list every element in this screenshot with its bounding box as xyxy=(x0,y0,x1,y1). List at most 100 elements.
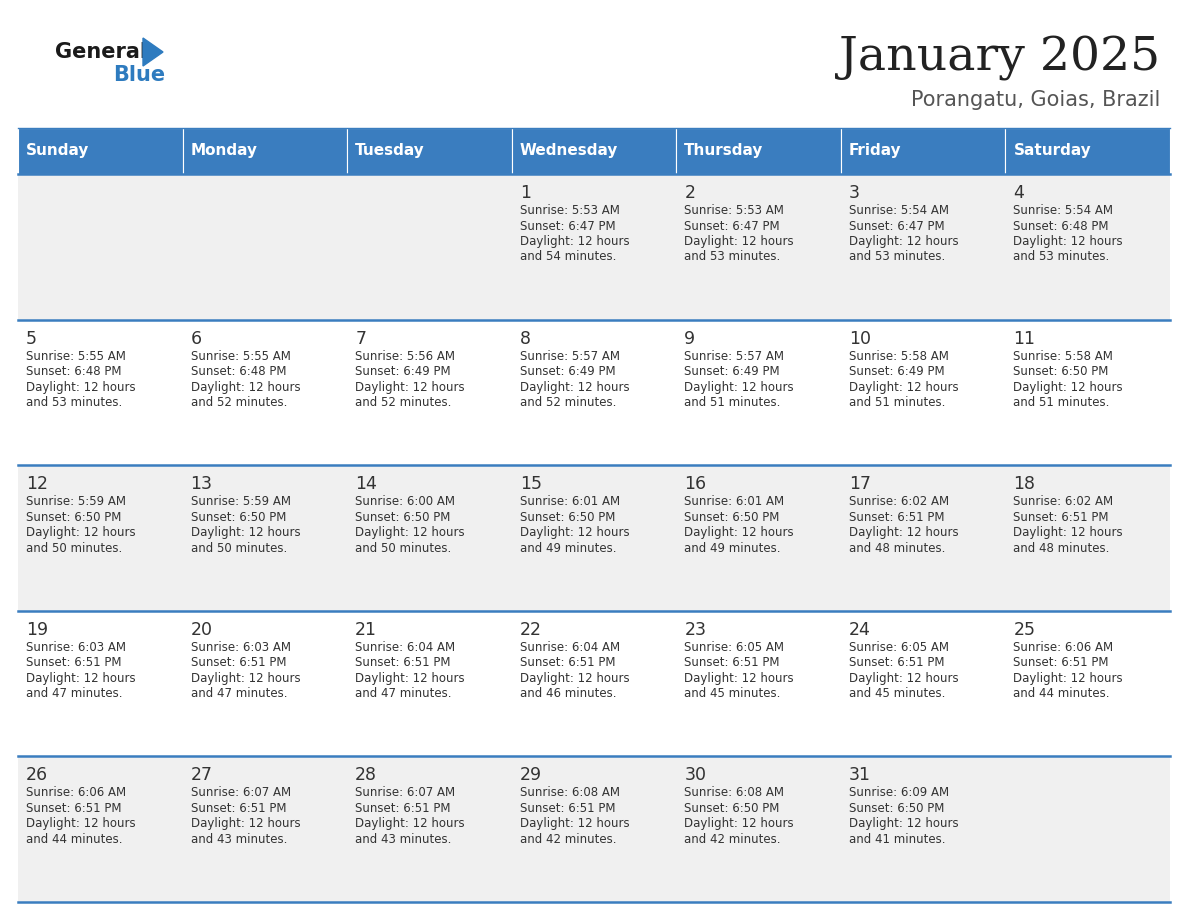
Text: Sunrise: 6:01 AM: Sunrise: 6:01 AM xyxy=(684,495,784,509)
Text: Daylight: 12 hours: Daylight: 12 hours xyxy=(684,672,794,685)
Text: 7: 7 xyxy=(355,330,366,348)
Text: Daylight: 12 hours: Daylight: 12 hours xyxy=(355,672,465,685)
Text: and 46 minutes.: and 46 minutes. xyxy=(519,688,617,700)
Text: Daylight: 12 hours: Daylight: 12 hours xyxy=(849,526,959,539)
Text: Daylight: 12 hours: Daylight: 12 hours xyxy=(1013,381,1123,394)
Text: 29: 29 xyxy=(519,767,542,784)
Bar xyxy=(347,610,512,756)
Text: and 47 minutes.: and 47 minutes. xyxy=(26,688,122,700)
Text: Sunset: 6:49 PM: Sunset: 6:49 PM xyxy=(519,365,615,378)
Text: Sunrise: 6:07 AM: Sunrise: 6:07 AM xyxy=(190,787,291,800)
Text: and 52 minutes.: and 52 minutes. xyxy=(355,396,451,409)
Bar xyxy=(676,610,841,756)
Text: Daylight: 12 hours: Daylight: 12 hours xyxy=(355,381,465,394)
Bar xyxy=(1005,465,1170,610)
Text: Daylight: 12 hours: Daylight: 12 hours xyxy=(519,817,630,831)
Text: Sunset: 6:47 PM: Sunset: 6:47 PM xyxy=(849,219,944,232)
Text: and 52 minutes.: and 52 minutes. xyxy=(190,396,287,409)
Text: Sunset: 6:47 PM: Sunset: 6:47 PM xyxy=(519,219,615,232)
Bar xyxy=(347,128,512,174)
Text: Sunset: 6:51 PM: Sunset: 6:51 PM xyxy=(190,656,286,669)
Bar xyxy=(512,465,676,610)
Text: Sunrise: 6:07 AM: Sunrise: 6:07 AM xyxy=(355,787,455,800)
Text: Sunset: 6:50 PM: Sunset: 6:50 PM xyxy=(190,510,286,523)
Text: Sunset: 6:51 PM: Sunset: 6:51 PM xyxy=(190,802,286,815)
Text: Sunset: 6:48 PM: Sunset: 6:48 PM xyxy=(26,365,121,378)
Text: Sunset: 6:50 PM: Sunset: 6:50 PM xyxy=(519,510,615,523)
Text: and 47 minutes.: and 47 minutes. xyxy=(190,688,287,700)
Text: Sunset: 6:51 PM: Sunset: 6:51 PM xyxy=(684,656,779,669)
Text: and 45 minutes.: and 45 minutes. xyxy=(849,688,946,700)
Text: Sunrise: 5:54 AM: Sunrise: 5:54 AM xyxy=(849,204,949,217)
Text: Sunset: 6:48 PM: Sunset: 6:48 PM xyxy=(1013,219,1108,232)
Bar xyxy=(347,756,512,902)
Text: Sunset: 6:50 PM: Sunset: 6:50 PM xyxy=(355,510,450,523)
Bar xyxy=(512,319,676,465)
Text: and 52 minutes.: and 52 minutes. xyxy=(519,396,617,409)
Bar xyxy=(347,174,512,319)
Text: 15: 15 xyxy=(519,476,542,493)
Text: and 48 minutes.: and 48 minutes. xyxy=(849,542,946,554)
Text: 24: 24 xyxy=(849,621,871,639)
Bar xyxy=(841,610,1005,756)
Text: 20: 20 xyxy=(190,621,213,639)
Text: Sunrise: 6:02 AM: Sunrise: 6:02 AM xyxy=(1013,495,1113,509)
Text: and 50 minutes.: and 50 minutes. xyxy=(26,542,122,554)
Text: Daylight: 12 hours: Daylight: 12 hours xyxy=(1013,526,1123,539)
Bar xyxy=(512,756,676,902)
Bar xyxy=(512,610,676,756)
Text: Sunrise: 5:53 AM: Sunrise: 5:53 AM xyxy=(684,204,784,217)
Text: Wednesday: Wednesday xyxy=(519,143,618,159)
Text: Daylight: 12 hours: Daylight: 12 hours xyxy=(26,526,135,539)
Text: and 43 minutes.: and 43 minutes. xyxy=(355,833,451,845)
Text: Daylight: 12 hours: Daylight: 12 hours xyxy=(519,672,630,685)
Text: 8: 8 xyxy=(519,330,531,348)
Text: Sunrise: 5:58 AM: Sunrise: 5:58 AM xyxy=(849,350,949,363)
Text: Sunset: 6:50 PM: Sunset: 6:50 PM xyxy=(849,802,944,815)
Text: Sunset: 6:51 PM: Sunset: 6:51 PM xyxy=(519,656,615,669)
Text: 28: 28 xyxy=(355,767,377,784)
Text: 16: 16 xyxy=(684,476,707,493)
Text: Sunset: 6:51 PM: Sunset: 6:51 PM xyxy=(1013,656,1108,669)
Text: 2: 2 xyxy=(684,184,695,202)
Text: Sunset: 6:49 PM: Sunset: 6:49 PM xyxy=(355,365,450,378)
Text: Sunset: 6:51 PM: Sunset: 6:51 PM xyxy=(355,656,450,669)
Text: Saturday: Saturday xyxy=(1013,143,1092,159)
Bar xyxy=(1005,174,1170,319)
Text: 25: 25 xyxy=(1013,621,1036,639)
Text: 5: 5 xyxy=(26,330,37,348)
Text: Daylight: 12 hours: Daylight: 12 hours xyxy=(519,381,630,394)
Bar xyxy=(676,128,841,174)
Bar xyxy=(18,610,183,756)
Text: Sunrise: 5:57 AM: Sunrise: 5:57 AM xyxy=(519,350,620,363)
Text: Sunrise: 6:05 AM: Sunrise: 6:05 AM xyxy=(684,641,784,654)
Text: Daylight: 12 hours: Daylight: 12 hours xyxy=(26,672,135,685)
Text: Daylight: 12 hours: Daylight: 12 hours xyxy=(849,672,959,685)
Text: Daylight: 12 hours: Daylight: 12 hours xyxy=(849,381,959,394)
Text: Sunrise: 6:03 AM: Sunrise: 6:03 AM xyxy=(26,641,126,654)
Polygon shape xyxy=(143,38,163,66)
Bar xyxy=(676,756,841,902)
Text: 4: 4 xyxy=(1013,184,1024,202)
Text: and 42 minutes.: and 42 minutes. xyxy=(519,833,617,845)
Bar xyxy=(1005,756,1170,902)
Text: 3: 3 xyxy=(849,184,860,202)
Text: 9: 9 xyxy=(684,330,695,348)
Bar xyxy=(841,319,1005,465)
Text: and 41 minutes.: and 41 minutes. xyxy=(849,833,946,845)
Text: Daylight: 12 hours: Daylight: 12 hours xyxy=(1013,672,1123,685)
Text: Daylight: 12 hours: Daylight: 12 hours xyxy=(190,817,301,831)
Text: Daylight: 12 hours: Daylight: 12 hours xyxy=(519,235,630,248)
Text: Daylight: 12 hours: Daylight: 12 hours xyxy=(190,672,301,685)
Text: Sunrise: 6:02 AM: Sunrise: 6:02 AM xyxy=(849,495,949,509)
Text: General: General xyxy=(55,42,147,62)
Text: Daylight: 12 hours: Daylight: 12 hours xyxy=(26,381,135,394)
Text: Porangatu, Goias, Brazil: Porangatu, Goias, Brazil xyxy=(911,90,1159,110)
Text: Monday: Monday xyxy=(190,143,258,159)
Bar xyxy=(183,319,347,465)
Text: and 53 minutes.: and 53 minutes. xyxy=(849,251,946,263)
Bar xyxy=(841,174,1005,319)
Text: 1: 1 xyxy=(519,184,531,202)
Text: Sunrise: 6:08 AM: Sunrise: 6:08 AM xyxy=(684,787,784,800)
Text: Sunset: 6:47 PM: Sunset: 6:47 PM xyxy=(684,219,779,232)
